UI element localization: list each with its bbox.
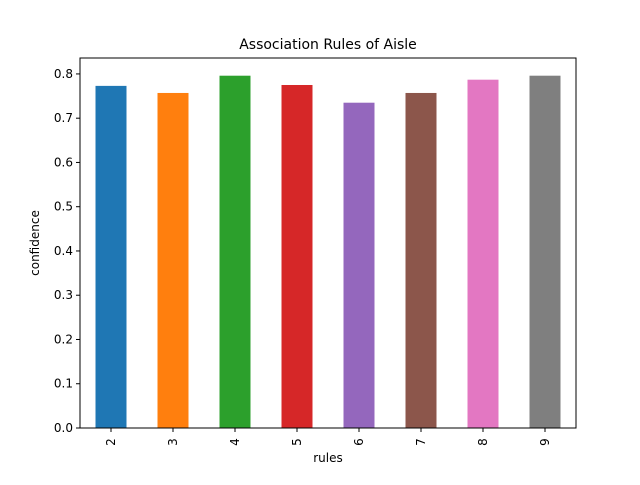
y-tick-label: 0.8 [54, 67, 73, 81]
bar-3 [157, 92, 189, 428]
x-tick-label-3: 3 [166, 438, 180, 446]
bars-group [95, 75, 561, 429]
y-tick-label: 0.5 [54, 200, 73, 214]
x-tick-label-4: 4 [228, 438, 242, 446]
bar-2 [95, 85, 127, 428]
y-tick-label: 0.6 [54, 155, 73, 169]
bar-5 [281, 84, 313, 428]
x-axis: 2 3 4 5 6 7 8 9 [104, 428, 552, 446]
y-tick-label: 0.0 [54, 421, 73, 435]
y-tick-label: 0.4 [54, 244, 73, 258]
bar-7 [405, 92, 437, 428]
x-axis-label: rules [313, 451, 343, 465]
bar-4 [219, 75, 251, 429]
y-axis: 0.0 0.1 0.2 0.3 0.4 0.5 0.6 0.7 0.8 [54, 67, 80, 435]
bar-9 [529, 75, 561, 429]
x-tick-label-7: 7 [414, 438, 428, 446]
y-tick-label: 0.2 [54, 332, 73, 346]
y-tick-label: 0.7 [54, 111, 73, 125]
plot-frame [79, 57, 577, 429]
bar-8 [467, 79, 499, 429]
bar-6 [343, 102, 375, 428]
x-tick-label-8: 8 [476, 438, 490, 446]
y-tick-label: 0.1 [54, 377, 73, 391]
x-tick-label-6: 6 [352, 438, 366, 446]
x-tick-label-5: 5 [290, 438, 304, 446]
y-axis-label: confidence [28, 210, 42, 276]
y-tick-label: 0.3 [54, 288, 73, 302]
chart-title: Association Rules of Aisle [239, 37, 417, 53]
x-tick-label-2: 2 [104, 438, 118, 446]
x-tick-label-9: 9 [538, 438, 552, 446]
